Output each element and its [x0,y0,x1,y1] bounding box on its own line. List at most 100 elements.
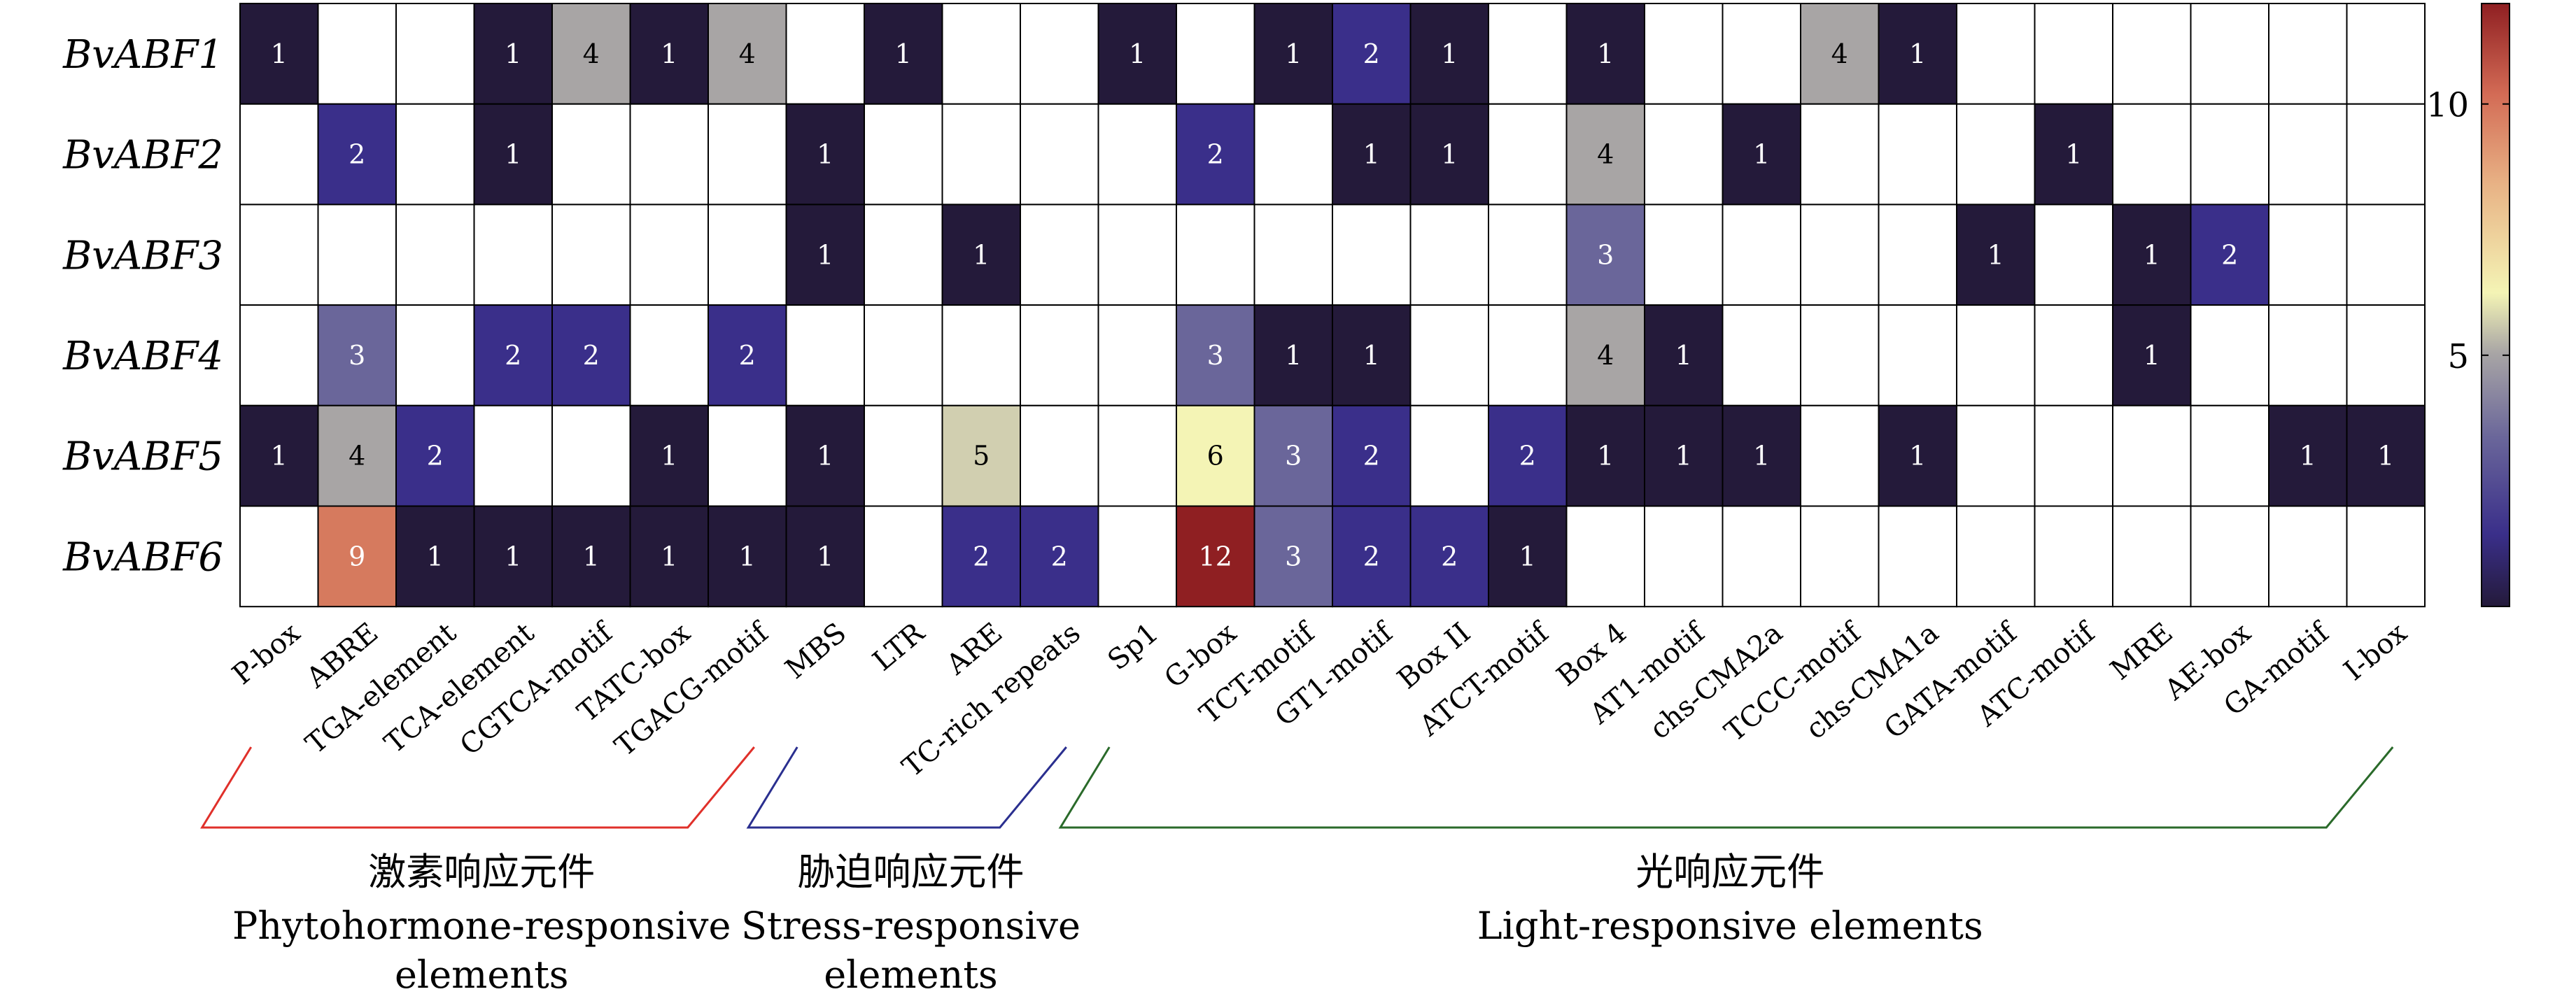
cell-value-label: 2 [1051,541,1068,571]
cell-value-label: 1 [817,441,833,471]
cell-value-label: 2 [427,441,444,471]
column-labels: P-boxABRETGA-elementTCA-elementCGTCA-mot… [226,616,2413,783]
heatmap-cell [2346,404,2426,507]
cell-value-label: 1 [505,139,521,170]
heatmap-cell [864,3,943,105]
column-label: chs-CMA1a [1800,617,1945,746]
heatmap-cell [2112,204,2192,306]
column-label: P-box [226,616,307,691]
cell-value-label: 1 [1909,441,1926,471]
cell-value-label: 3 [1207,340,1224,371]
cell-value-label: 1 [505,38,521,69]
heatmap-cell-empty [1722,204,1801,306]
cell-value-label: 4 [349,441,365,471]
heatmap-cell-empty [1800,505,1880,608]
cell-value-label: 2 [349,139,365,170]
cell-value-label: 2 [739,340,756,371]
heatmap-cell [1409,505,1489,608]
row-label: BvABF2 [62,133,223,178]
heatmap-cell [1409,3,1489,105]
heatmap-cell [1488,505,1568,608]
heatmap-cell-empty [1722,304,1801,406]
cell-value-label: 2 [1207,139,1224,170]
cell-value-label: 1 [1129,38,1146,69]
heatmap-cell [317,304,397,406]
cell-value-label: 1 [1285,38,1302,69]
cell-value-label: 2 [1441,541,1458,571]
cell-value-label: 2 [583,340,600,371]
heatmap-cells: 1 1 4 1 4 1 1 1 2 1 1 4 12 1 1 2 1 1 4 1 11 1 3 1 1 23 2 2 2 3 1 1 4 1 11 4… [239,3,2426,608]
colorbar: 5 10 [2426,3,2510,607]
heatmap-cell-empty [1878,103,1957,206]
column-label: GATA-motif [1878,616,2025,746]
cell-value-label: 3 [1597,239,1614,270]
heatmap-cell-empty [1020,3,1099,105]
heatmap-cell [1722,404,1801,507]
heatmap-cell-empty [1176,204,1255,306]
heatmap-cell [1176,103,1255,206]
heatmap-cell-empty [551,103,631,206]
colorbar-tick-label: 5 [2447,337,2469,376]
heatmap-cell-empty [1722,505,1801,608]
heatmap-cell [551,3,631,105]
heatmap-cell-empty [1488,103,1568,206]
heatmap-cell-empty [1097,204,1177,306]
heatmap-cell-empty [2346,505,2426,608]
heatmap-cell-empty [1488,304,1568,406]
heatmap-cell [1565,304,1645,406]
heatmap-cell [1644,304,1724,406]
heatmap-cell-empty [2268,3,2348,105]
group-label-en: Light-responsive elements [1477,904,1983,948]
group-label-en: Stress-responsive [741,904,1081,948]
column-label: MBS [780,617,852,686]
heatmap-cell [2034,103,2113,206]
cell-value-label: 1 [1909,38,1926,69]
heatmap-cell-empty [239,304,319,406]
heatmap-cell-empty [785,3,865,105]
heatmap-cell-empty [395,304,475,406]
heatmap-cell [708,505,787,608]
cell-value-label: 1 [2144,340,2160,371]
cell-value-label: 1 [271,441,288,471]
heatmap-cell-empty [473,204,553,306]
cell-value-label: 1 [583,541,600,571]
heatmap-cell [239,404,319,507]
group-label-zh: 胁迫响应元件 [798,850,1025,894]
heatmap-cell-empty [2190,404,2269,507]
cell-value-label: 9 [349,541,365,571]
heatmap-cell-empty [2034,304,2113,406]
cell-value-label: 1 [1285,340,1302,371]
cell-value-label: 1 [271,38,288,69]
group-bracket [746,746,1067,829]
cell-value-label: 4 [1597,340,1614,371]
row-label: BvABF6 [62,534,223,580]
cell-value-label: 1 [1441,139,1458,170]
heatmap-cell [785,204,865,306]
row-label: BvABF3 [62,233,223,278]
heatmap-cell-empty [2268,204,2348,306]
row-labels: BvABF1 BvABF2 BvABF3 BvABF4 BvABF5 BvABF6 [62,32,223,580]
heatmap-cell [473,3,553,105]
cell-value-label: 3 [1285,541,1302,571]
heatmap-cell-empty [317,3,397,105]
heatmap-cell-empty [1409,404,1489,507]
heatmap-cell [785,103,865,206]
heatmap-cell [239,3,319,105]
heatmap-cell-empty [1176,3,1255,105]
heatmap-cell-empty [1644,505,1724,608]
heatmap-cell-empty [2190,505,2269,608]
cell-value-label: 1 [1675,340,1692,371]
heatmap-cell-empty [785,304,865,406]
heatmap-cell-empty [1332,204,1412,306]
heatmap-cell-empty [2346,304,2426,406]
heatmap-cell-empty [1097,304,1177,406]
heatmap-cell-empty [1878,505,1957,608]
column-label: I-box [2338,616,2414,687]
heatmap-cell-empty [2190,304,2269,406]
heatmap-cell-empty [708,103,787,206]
colorbar-tick-label: 10 [2426,86,2469,125]
heatmap-cell [473,505,553,608]
heatmap-cell [629,3,709,105]
heatmap-cell [785,505,865,608]
cell-value-label: 1 [895,38,912,69]
